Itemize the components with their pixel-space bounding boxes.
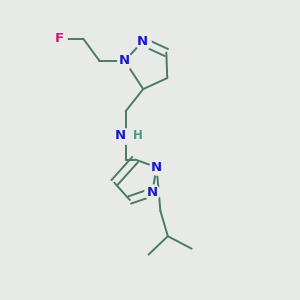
- Text: F: F: [55, 32, 64, 45]
- Text: N: N: [151, 161, 162, 174]
- Text: H: H: [133, 129, 142, 142]
- Text: N: N: [115, 129, 126, 142]
- Text: N: N: [137, 35, 148, 48]
- Text: N: N: [147, 186, 158, 199]
- Text: N: N: [119, 54, 130, 67]
